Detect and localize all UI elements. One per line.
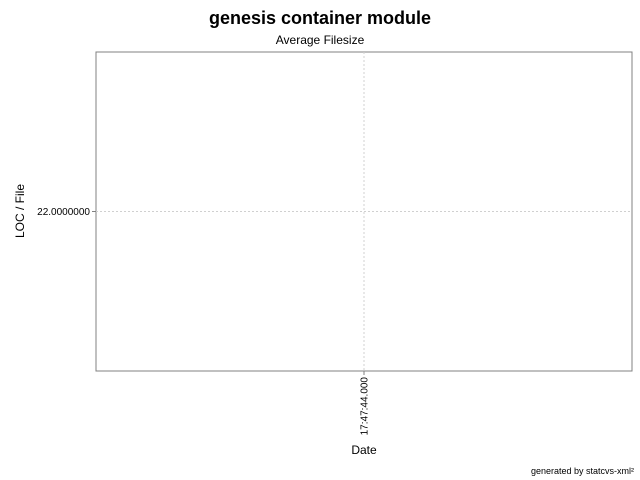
- chart-title: genesis container module: [209, 8, 431, 28]
- generator-credit: generated by statcvs-xml²: [531, 466, 634, 476]
- x-axis-label: Date: [351, 443, 377, 457]
- grid-lines: [96, 52, 632, 371]
- chart-subtitle: Average Filesize: [276, 33, 365, 47]
- tick-labels: 22.0000000 17:47:44.000: [37, 207, 370, 435]
- y-axis-label: LOC / File: [13, 184, 27, 238]
- x-tick-label: 17:47:44.000: [360, 377, 371, 436]
- y-tick-label: 22.0000000: [37, 207, 90, 218]
